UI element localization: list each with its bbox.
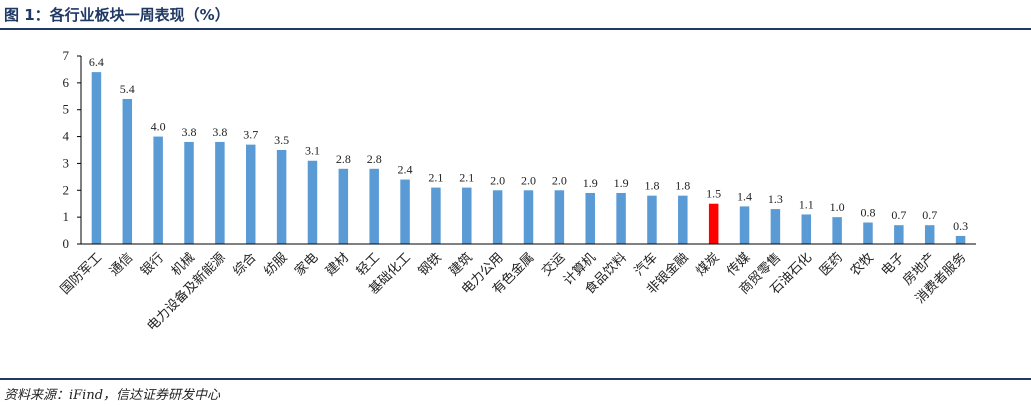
- y-tick-label: 1: [63, 209, 70, 224]
- data-label: 2.1: [428, 171, 443, 185]
- bars: [91, 72, 966, 244]
- bar: [431, 187, 441, 244]
- data-label: 2.0: [521, 173, 536, 187]
- data-label: 2.8: [336, 152, 351, 166]
- bar: [462, 187, 472, 244]
- data-label: 1.1: [799, 197, 814, 211]
- bar: [894, 225, 904, 244]
- bar: [708, 203, 719, 244]
- category-label: 医药: [817, 250, 846, 279]
- source-note: 资料来源：iFind，信达证券研发中心: [4, 388, 221, 403]
- y-tick-label: 2: [63, 182, 70, 197]
- category-label: 纺服: [261, 250, 290, 279]
- data-label: 1.9: [614, 176, 629, 190]
- value-labels: 6.4 5.4 4.0 3.8 3.8 3.7 3.5 3.1 2.8 2.8 2.4 2.1 2.1 2…: [89, 55, 968, 233]
- top-rule: [0, 28, 1031, 30]
- data-label: 2.4: [398, 163, 413, 177]
- category-label: 煤炭: [693, 250, 722, 279]
- bar: [554, 190, 565, 244]
- bar: [863, 222, 873, 244]
- bar: [647, 195, 657, 244]
- category-label: 通信: [107, 250, 136, 279]
- data-label: 1.0: [830, 200, 845, 214]
- data-label: 2.1: [459, 171, 474, 185]
- y-tick-label: 6: [63, 75, 70, 90]
- data-label: 1.3: [768, 192, 783, 206]
- bar: [91, 72, 102, 244]
- bar: [276, 150, 287, 244]
- category-label: 钢铁: [416, 250, 445, 279]
- bar: [678, 195, 688, 244]
- data-label: 5.4: [120, 82, 135, 96]
- bar: [245, 144, 256, 244]
- category-label: 农牧: [848, 250, 877, 279]
- y-tick-label: 3: [63, 155, 70, 170]
- data-label: 1.5: [706, 187, 721, 201]
- category-label: 综合: [231, 250, 260, 279]
- bar: [153, 136, 163, 244]
- data-label: 0.7: [922, 208, 937, 222]
- bar: [523, 190, 534, 244]
- bar: [801, 214, 812, 244]
- data-label: 0.8: [860, 206, 875, 220]
- category-label: 国防军工: [57, 250, 105, 298]
- bar: [832, 217, 842, 244]
- bar: [739, 206, 750, 244]
- chart-title: 图 1：各行业板块一周表现（%）: [4, 6, 230, 24]
- bar: [955, 235, 966, 244]
- bar: [369, 168, 379, 244]
- bar: [215, 141, 225, 244]
- y-tick-label: 5: [63, 102, 70, 117]
- data-label: 3.1: [305, 144, 320, 158]
- data-label: 1.9: [583, 176, 598, 190]
- data-label: 3.8: [182, 125, 197, 139]
- bar-chart: 0 1 2 3 4 5 6 7 6.4 5.4 4.0 3.8 3.8 3.7 3.5 3.1 2.8 2.8 2…: [57, 48, 976, 335]
- data-label: 1.8: [675, 179, 690, 193]
- y-tick-label: 7: [63, 48, 70, 63]
- bar: [616, 192, 626, 244]
- bar: [585, 192, 595, 244]
- title-bar: 图 1：各行业板块一周表现（%）: [0, 0, 1031, 28]
- data-label: 0.3: [953, 219, 968, 233]
- data-label: 4.0: [151, 120, 166, 134]
- bar: [122, 98, 133, 244]
- category-label: 家电: [292, 250, 322, 280]
- bar: [307, 160, 318, 244]
- bottom-rule: [0, 378, 1031, 380]
- y-tick-label: 4: [63, 129, 70, 144]
- bar: [338, 168, 349, 244]
- data-label: 3.5: [274, 133, 289, 147]
- y-tick-label: 0: [63, 236, 70, 251]
- bar: [400, 179, 410, 244]
- bar: [184, 141, 194, 244]
- data-label: 1.8: [644, 179, 659, 193]
- data-label: 3.8: [212, 125, 227, 139]
- bar: [492, 190, 503, 244]
- data-label: 1.4: [737, 189, 752, 203]
- data-label: 3.7: [243, 128, 258, 142]
- bar: [924, 225, 935, 244]
- y-axis: 0 1 2 3 4 5 6 7: [63, 48, 82, 251]
- data-label: 2.8: [367, 152, 382, 166]
- bar: [770, 209, 781, 244]
- data-label: 2.0: [490, 173, 505, 187]
- data-label: 6.4: [89, 55, 104, 69]
- data-label: 2.0: [552, 173, 567, 187]
- category-label: 建材: [323, 250, 352, 279]
- data-label: 0.7: [891, 208, 906, 222]
- category-label: 银行: [138, 250, 167, 279]
